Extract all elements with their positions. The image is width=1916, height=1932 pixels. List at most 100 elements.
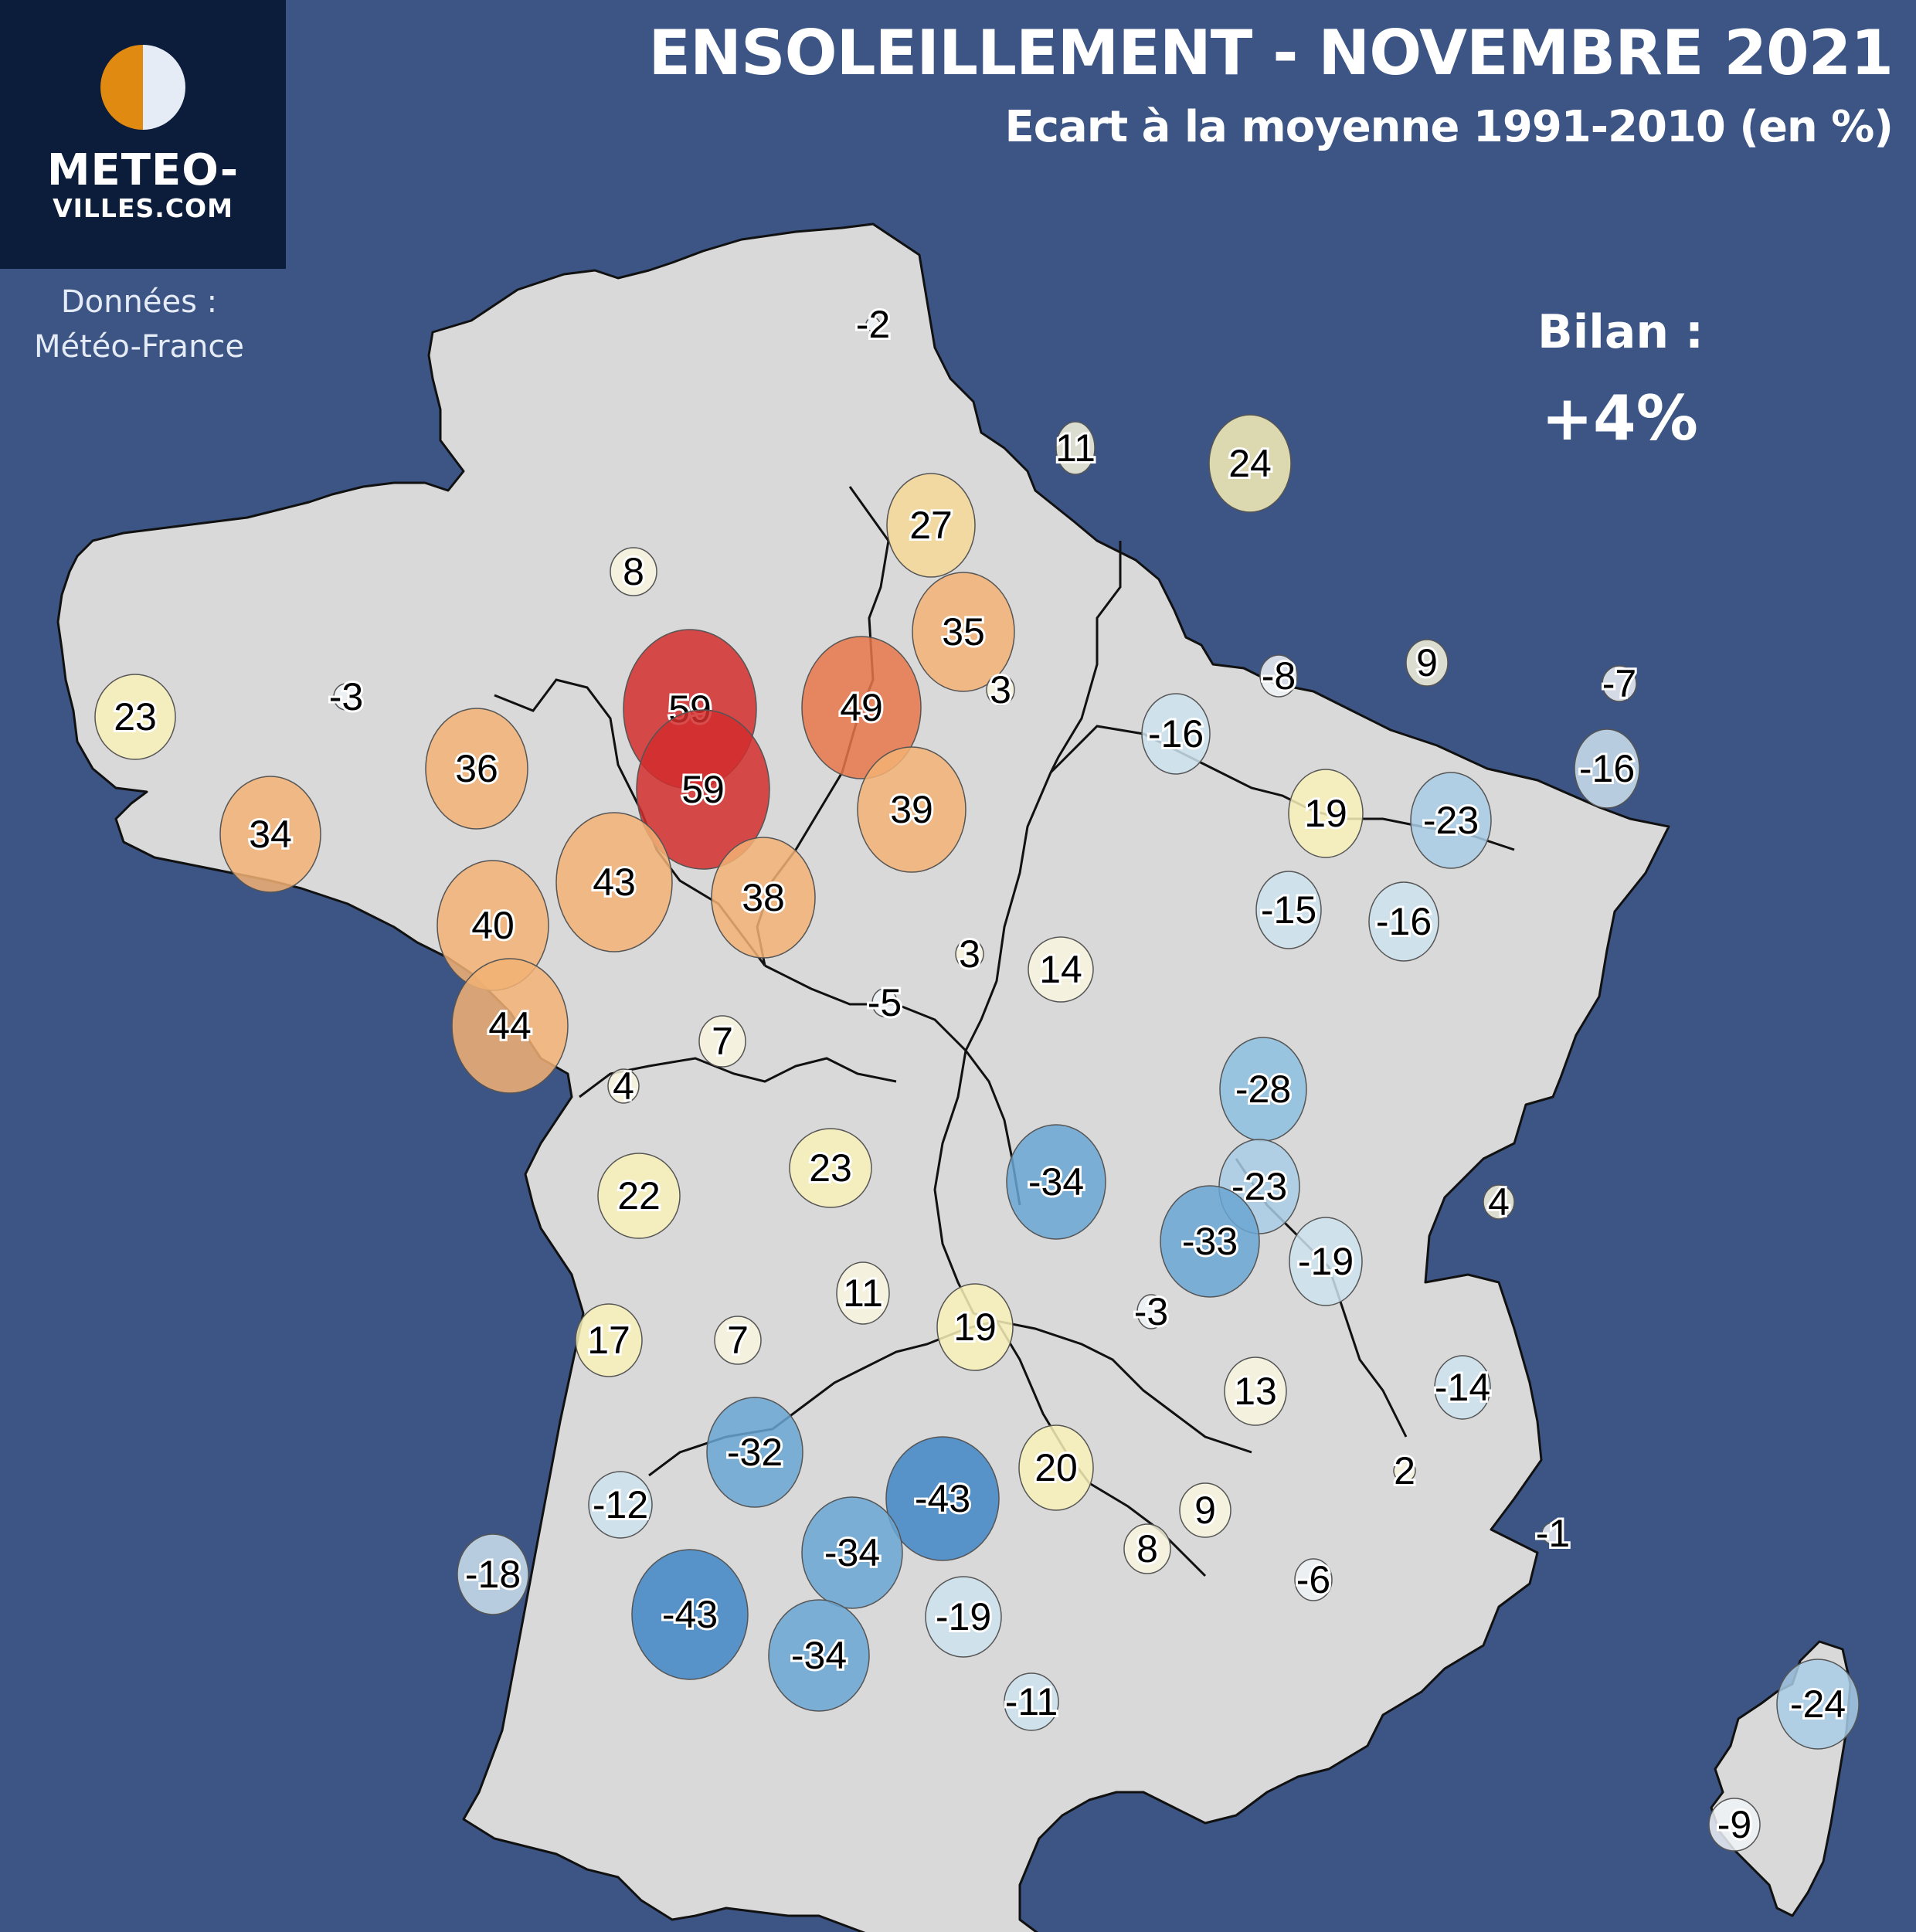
station-marker: 39 xyxy=(857,746,966,873)
station-value: 14 xyxy=(1039,948,1082,991)
station-bubble xyxy=(588,1471,653,1539)
station-value: -16 xyxy=(1376,900,1432,943)
station-bubble xyxy=(610,547,657,596)
sun-moon-icon xyxy=(100,45,185,130)
station-value: -43 xyxy=(662,1593,718,1636)
station-marker: 7 xyxy=(698,1015,746,1068)
station-marker: 40 xyxy=(437,860,549,991)
station-marker: 43 xyxy=(555,812,673,952)
station-value: -9 xyxy=(1717,1803,1751,1846)
station-marker: 38 xyxy=(711,837,816,959)
station-value: 7 xyxy=(727,1319,749,1362)
station-value: -23 xyxy=(1423,799,1479,842)
station-marker: -16 xyxy=(1574,728,1640,809)
station-bubble xyxy=(698,1015,746,1068)
station-value: 35 xyxy=(942,610,985,654)
station-bubble xyxy=(857,746,966,873)
station-value: 4 xyxy=(613,1064,634,1108)
station-value: 17 xyxy=(587,1319,630,1362)
station-bubble xyxy=(1574,728,1640,809)
station-bubble xyxy=(1141,693,1211,775)
station-value: -15 xyxy=(1261,888,1316,932)
station-value: 38 xyxy=(742,876,785,919)
station-marker: -24 xyxy=(1776,1659,1860,1750)
station-value: 39 xyxy=(890,788,933,831)
station-marker: 11 xyxy=(1053,421,1098,475)
station-marker: 49 xyxy=(801,636,922,779)
station-value: -43 xyxy=(915,1477,970,1520)
station-bubble xyxy=(457,1533,529,1615)
station-value: 8 xyxy=(623,550,644,593)
data-source: Données : Météo-France xyxy=(0,280,278,369)
station-bubble xyxy=(1006,1124,1106,1240)
station-value: -12 xyxy=(593,1483,648,1526)
station-marker: -32 xyxy=(706,1397,803,1508)
station-value: -33 xyxy=(1182,1220,1238,1263)
station-marker: -14 xyxy=(1432,1355,1493,1420)
station-bubble xyxy=(636,709,770,870)
station-bubble xyxy=(1028,936,1094,1003)
station-bubble xyxy=(333,683,359,711)
station-marker: 17 xyxy=(575,1303,643,1377)
station-value: -34 xyxy=(791,1634,847,1677)
station-value: -34 xyxy=(824,1531,880,1574)
station-bubble xyxy=(94,674,176,760)
station-bubble xyxy=(801,1496,903,1609)
station-value: 8 xyxy=(1136,1527,1158,1570)
station-bubble xyxy=(425,708,528,830)
station-marker: -16 xyxy=(1141,693,1211,775)
station-value: 49 xyxy=(840,686,883,729)
map-subtitle: Ecart à la moyenne 1991-2010 (en %) xyxy=(1004,102,1894,152)
summary-value: +4% xyxy=(1541,382,1698,454)
station-marker: 3 xyxy=(955,930,984,978)
station-marker: 20 xyxy=(1018,1424,1094,1511)
station-value: -8 xyxy=(1262,654,1296,698)
station-marker: 24 xyxy=(1208,414,1292,513)
station-marker: 4 xyxy=(607,1062,640,1110)
station-marker: 8 xyxy=(1123,1523,1171,1574)
station-value: 59 xyxy=(681,768,725,811)
station-value: 7 xyxy=(712,1020,733,1063)
station-bubble xyxy=(986,674,1015,706)
station-marker: 3 xyxy=(986,666,1015,714)
station-value: -1 xyxy=(1536,1512,1570,1555)
station-bubble xyxy=(1259,654,1298,698)
station-marker: -34 xyxy=(1006,1124,1106,1240)
station-marker: 36 xyxy=(425,708,528,830)
station-bubble xyxy=(451,958,569,1094)
logo-text-line2: VILLES.COM xyxy=(53,193,233,223)
station-bubble xyxy=(219,776,321,893)
station-value: 34 xyxy=(249,813,292,856)
station-marker: -8 xyxy=(1259,652,1298,700)
station-bubble xyxy=(1410,772,1492,869)
station-value: -14 xyxy=(1435,1366,1490,1409)
mainland-france xyxy=(56,222,1670,1932)
station-marker: -12 xyxy=(588,1471,653,1539)
station-bubble xyxy=(575,1303,643,1377)
station-value: 40 xyxy=(471,904,515,947)
station-bubble xyxy=(555,812,673,952)
station-bubble xyxy=(789,1128,872,1208)
station-bubble xyxy=(1224,1356,1287,1426)
station-bubble xyxy=(1160,1185,1260,1298)
station-value: 19 xyxy=(953,1306,997,1349)
station-marker: 4 xyxy=(1483,1178,1515,1226)
station-marker: -18 xyxy=(457,1533,529,1615)
station-marker: 2 xyxy=(1391,1447,1418,1495)
station-bubble xyxy=(1004,1672,1059,1731)
station-marker: -34 xyxy=(801,1496,903,1609)
station-value: 24 xyxy=(1228,442,1272,485)
station-marker: 22 xyxy=(597,1153,681,1239)
station-bubble xyxy=(1208,414,1292,513)
station-marker: -16 xyxy=(1368,881,1439,962)
station-marker: -1 xyxy=(1534,1509,1572,1557)
station-bubble xyxy=(706,1397,803,1508)
station-bubble xyxy=(1393,1459,1416,1482)
station-marker: 19 xyxy=(936,1283,1014,1371)
station-bubble xyxy=(955,939,984,969)
station-marker: -6 xyxy=(1294,1556,1333,1604)
station-value: -24 xyxy=(1790,1682,1846,1726)
station-value: -19 xyxy=(936,1595,991,1638)
station-bubble xyxy=(1405,639,1449,687)
